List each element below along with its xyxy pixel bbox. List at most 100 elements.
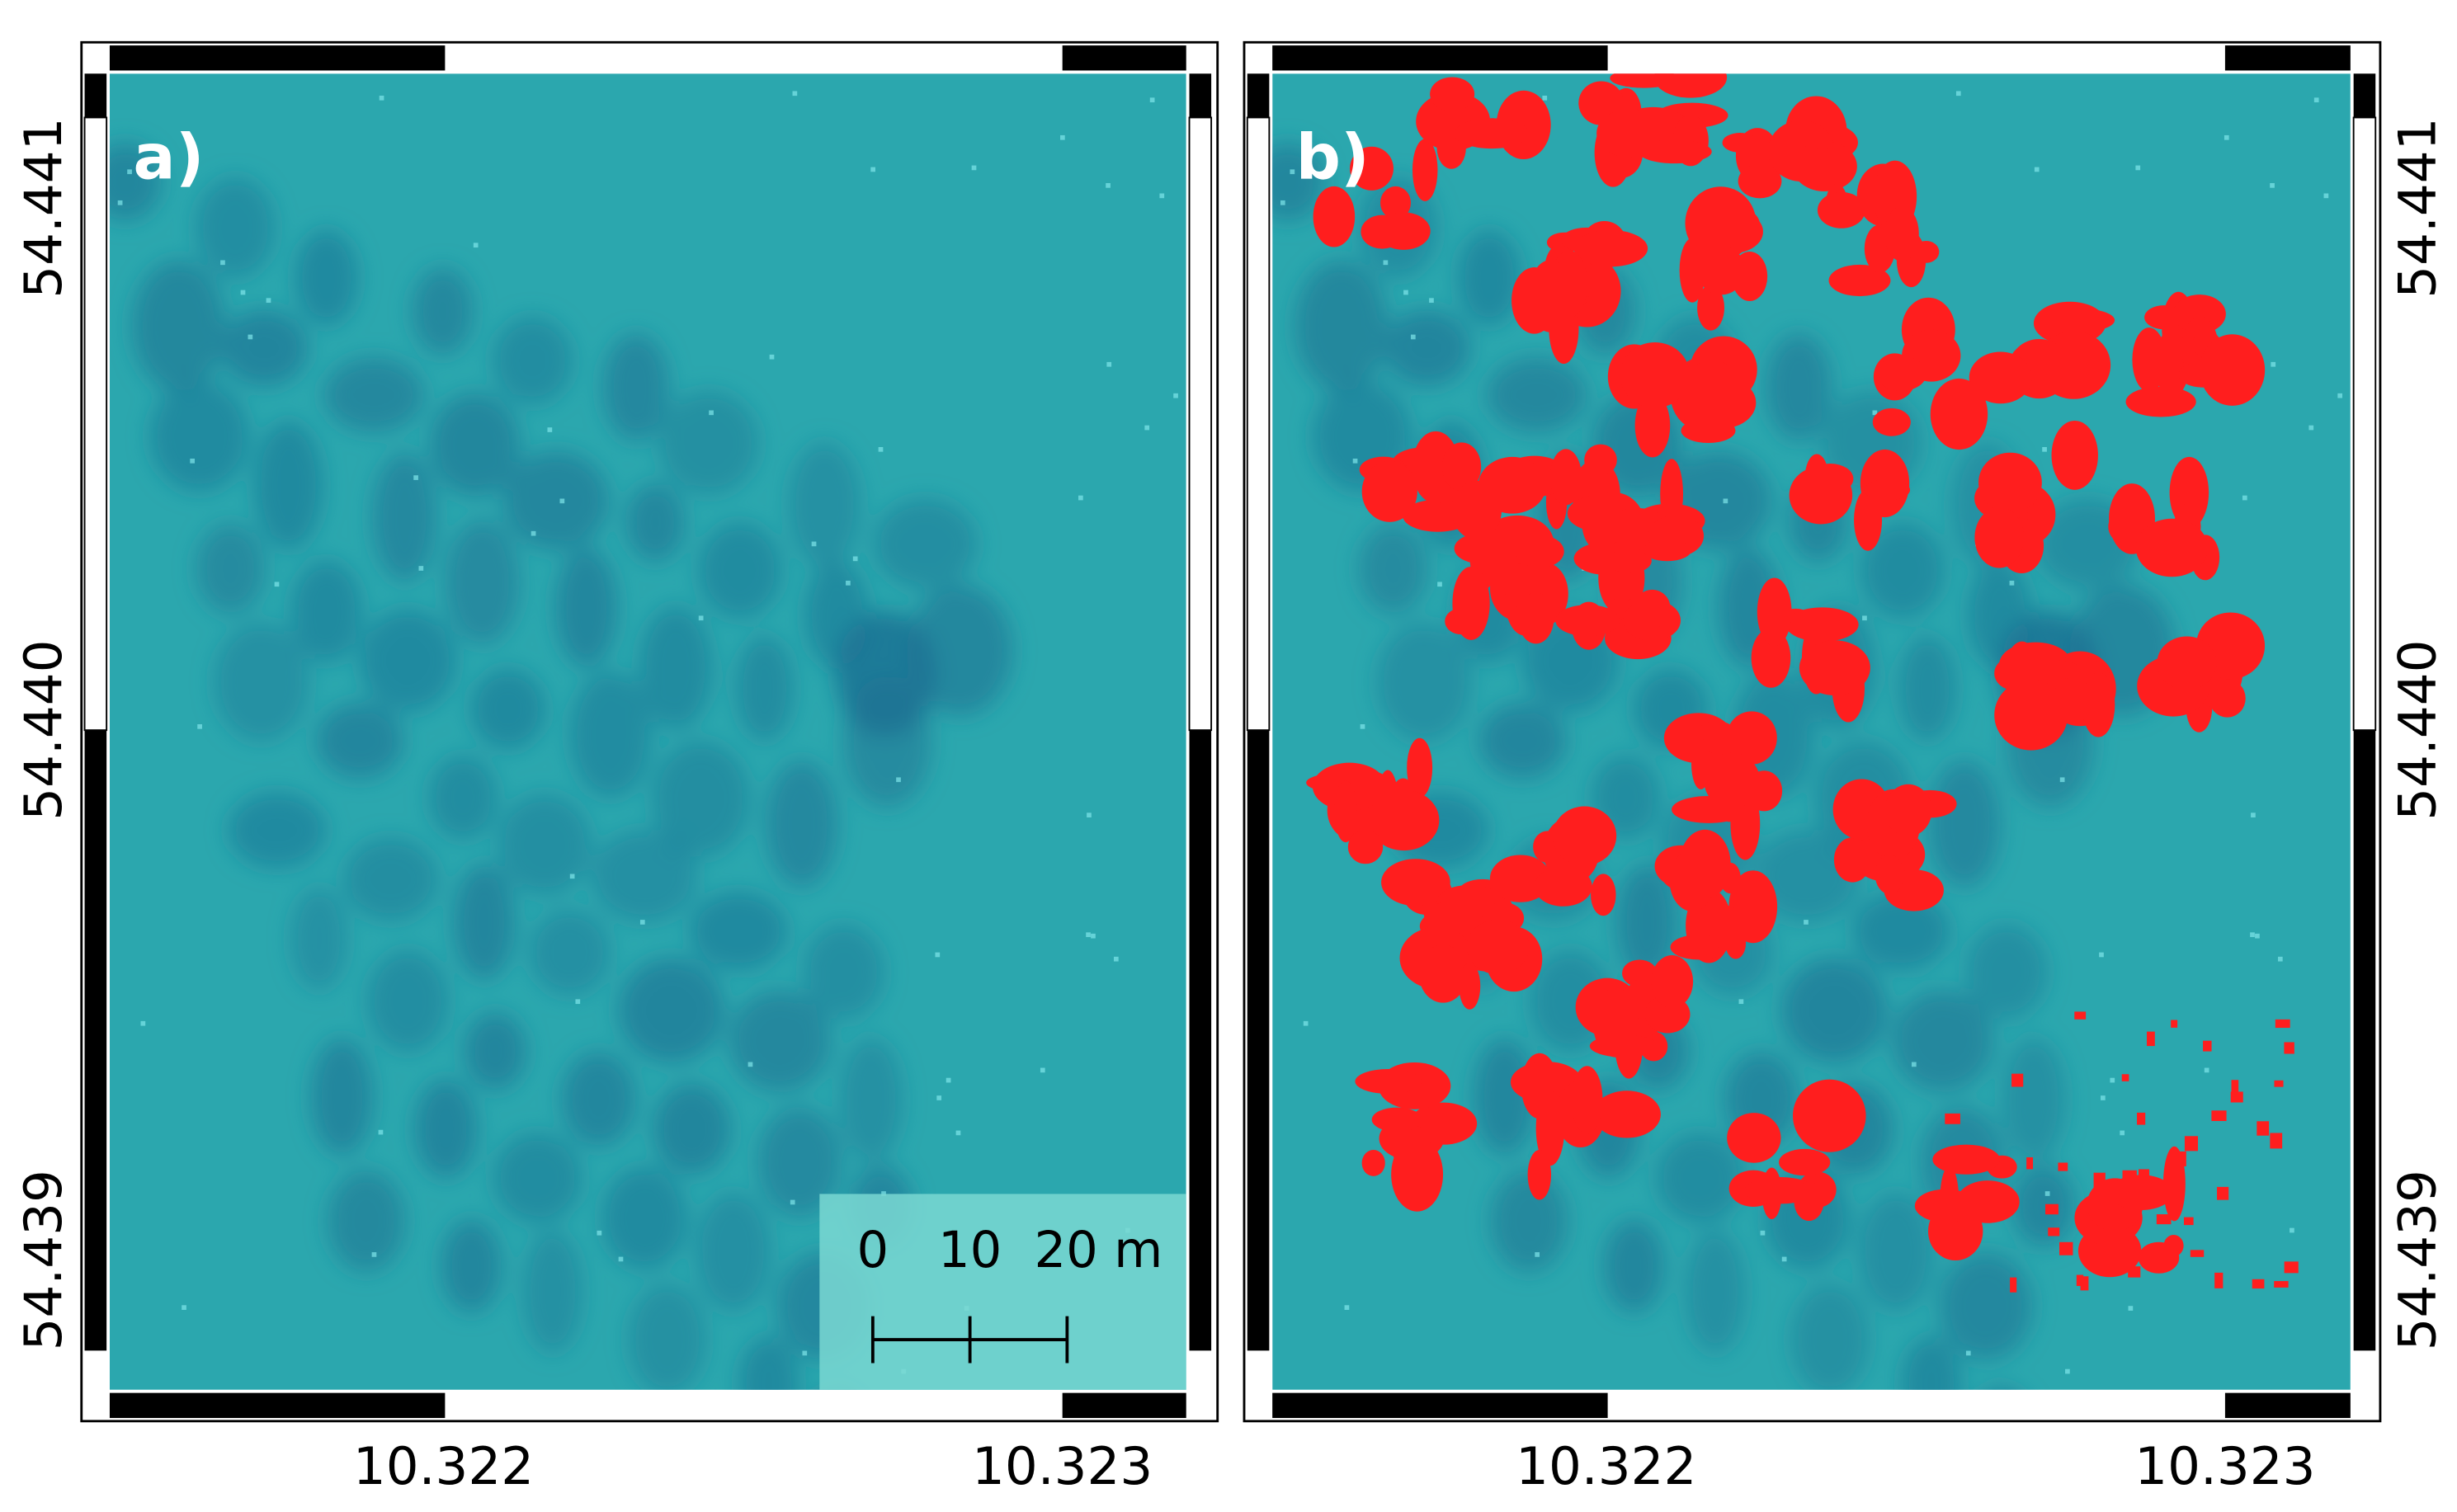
map-panel: b) 10.322 10.323 54.441 54.440 54.439 [1243,40,2447,1496]
scale-label: 0 [857,1222,889,1279]
red-patch [1376,770,1399,842]
red-patch [2109,1175,2173,1211]
bright-speck [1280,200,1285,205]
red-patch [1691,738,1711,789]
dark-patch [1478,703,1567,779]
red-patch [1407,737,1433,798]
bright-speck [1290,169,1295,175]
dark-patch [1295,260,1389,392]
red-patch [2144,305,2184,330]
neatline-black [1189,730,1212,1351]
neatline-black [2353,730,2376,1351]
red-patch [1974,506,2025,568]
red-patch [1854,488,1883,551]
red-patch [1376,212,1431,250]
dark-patch [653,1083,731,1175]
dark-patch [788,441,861,568]
red-patch [1738,163,1782,199]
neatline-white [1246,116,1271,732]
bright-speck [378,1129,384,1135]
dark-patch [502,450,610,551]
red-patch [1584,444,1617,476]
red-speck [2121,1074,2129,1081]
dark-patch [1358,523,1428,614]
bright-speck [2290,1227,2294,1233]
red-patch [1596,109,1662,158]
dark-patch [1754,829,1860,923]
dark-patch [569,671,652,798]
bright-speck [547,427,553,432]
dark-patch [328,1170,405,1272]
dark-patch [441,1219,502,1313]
bright-speck [2308,425,2314,431]
red-patch [1571,1066,1603,1134]
bright-speck [2059,777,2065,783]
dark-patch [372,452,437,582]
red-patch [1430,77,1475,111]
red-patch [1718,768,1740,822]
bright-speck [127,169,132,175]
red-speck [2284,1042,2294,1054]
imagery [1272,73,2351,1390]
dark-patch [1891,990,1994,1092]
bright-speck [2128,1306,2134,1311]
red-patch [1527,1149,1552,1200]
dark-patch [220,309,309,387]
bright-speck [747,1062,753,1067]
bright-speck [2009,580,2015,586]
red-patch [1355,1069,1422,1094]
dark-patch [343,836,439,921]
red-speck [2217,1186,2229,1200]
bright-speck [1437,582,1442,587]
dark-patch [412,267,474,356]
bright-speck [2251,813,2256,817]
dark-patch [555,547,617,668]
red-speck [2183,1217,2194,1226]
bright-speck [2135,165,2141,171]
red-speck [2045,1203,2059,1215]
red-patch [1817,191,1865,228]
red-patch [1634,589,1671,629]
dark-patch [359,609,457,713]
dark-patch [1685,1229,1746,1354]
red-patch [1466,919,1530,975]
red-patch [1371,1107,1422,1133]
red-patch [2005,641,2039,703]
bright-speck [870,167,876,172]
dark-patch [651,740,751,857]
dark-patch [253,420,323,550]
scale-bar-box [819,1194,1186,1390]
red-speck [2211,1110,2227,1122]
seagrass-shadows [109,143,1013,1390]
bright-speck [1091,933,1096,939]
red-speck [2139,1169,2150,1179]
red-speck [2270,1133,2283,1149]
bright-speck [197,723,202,729]
detected-seagrass [1306,73,2299,1293]
red-patch [1592,987,1639,1057]
red-patch [1392,1124,1431,1175]
bright-speck [2065,1368,2070,1374]
red-patch [1620,341,1691,408]
red-speck [2026,1156,2034,1170]
red-speck [2011,1073,2024,1087]
red-patch [1697,285,1725,331]
bright-speck [792,91,798,97]
bright-speck [1159,193,1165,199]
dark-patch [464,1012,526,1090]
red-patch [1708,905,1744,949]
dark-patch [591,829,698,923]
x-tick-label: 10.322 [353,1436,534,1496]
bright-speck [1086,932,1091,938]
bright-speck [531,530,536,536]
x-tick-label: 10.322 [1516,1436,1696,1496]
red-speck [2257,1121,2270,1136]
dark-patch [1989,1387,2013,1390]
dark-patch [195,177,276,279]
red-speck [2275,1019,2290,1029]
red-patch [1410,1102,1478,1145]
red-speck [2074,1011,2087,1020]
dark-patch [729,990,831,1092]
dark-patch [366,949,449,1053]
red-patch [1679,829,1731,899]
